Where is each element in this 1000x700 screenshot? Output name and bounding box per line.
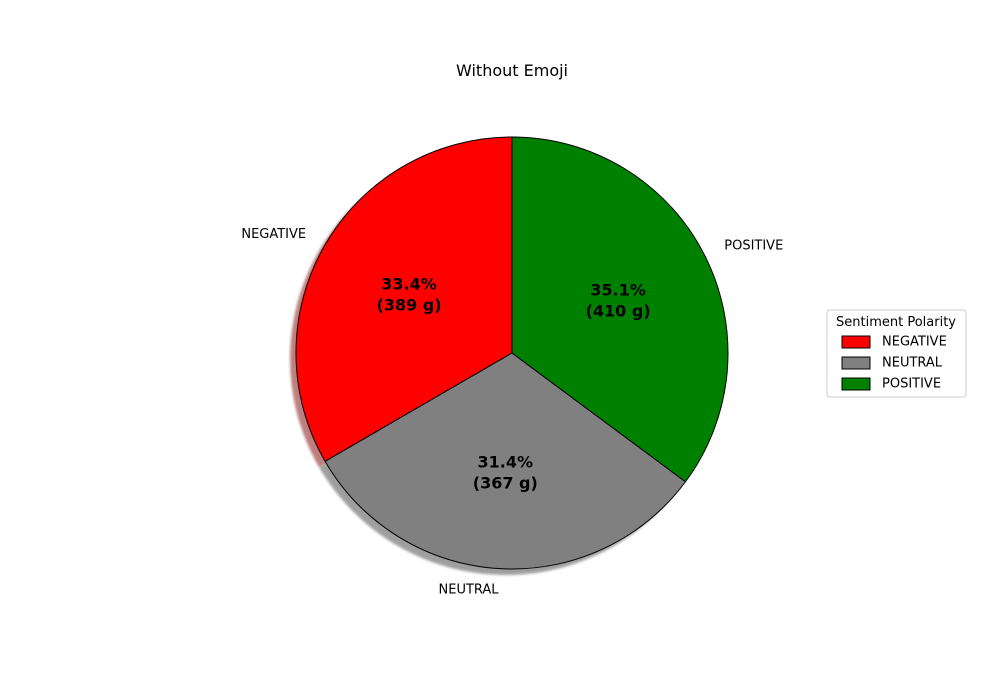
amount-text-negative: (389 g) bbox=[377, 296, 442, 315]
legend-frame bbox=[826, 309, 967, 398]
amount-text-neutral: (367 g) bbox=[473, 474, 538, 493]
amount-text-positive: (410 g) bbox=[586, 302, 651, 321]
slice-negative bbox=[295, 136, 513, 462]
percent-text-negative: 33.4% bbox=[381, 275, 437, 294]
pie-slices bbox=[295, 136, 729, 570]
slice-neutral bbox=[324, 352, 686, 570]
legend-label-negative: NEGATIVE bbox=[882, 335, 947, 350]
percent-text-positive: 35.1% bbox=[590, 281, 646, 300]
legend-label-positive: POSITIVE bbox=[882, 377, 941, 392]
value-label-positive: 35.1% (410 g) bbox=[586, 281, 651, 321]
chart-title: Without Emoji bbox=[456, 61, 568, 80]
category-label-negative: NEGATIVE bbox=[241, 227, 306, 242]
pie-labels: NEGATIVE 33.4% (389 g) NEUTRAL 31.4% (367 g) P… bbox=[241, 227, 783, 598]
legend-title: Sentiment Polarity bbox=[836, 315, 956, 330]
percent-text-neutral: 31.4% bbox=[478, 453, 534, 472]
slice-positive bbox=[511, 136, 729, 483]
value-label-neutral: 31.4% (367 g) bbox=[473, 453, 538, 493]
category-label-positive: POSITIVE bbox=[724, 239, 783, 254]
legend-label-neutral: NEUTRAL bbox=[882, 356, 943, 371]
legend-swatch-neutral bbox=[841, 356, 871, 370]
value-label-negative: 33.4% (389 g) bbox=[377, 275, 442, 315]
legend: Sentiment Polarity NEGATIVE NEUTRAL POSITI… bbox=[826, 309, 967, 398]
category-label-neutral: NEUTRAL bbox=[439, 583, 500, 598]
legend-swatch-positive bbox=[841, 377, 871, 391]
legend-swatch-negative bbox=[841, 335, 871, 349]
